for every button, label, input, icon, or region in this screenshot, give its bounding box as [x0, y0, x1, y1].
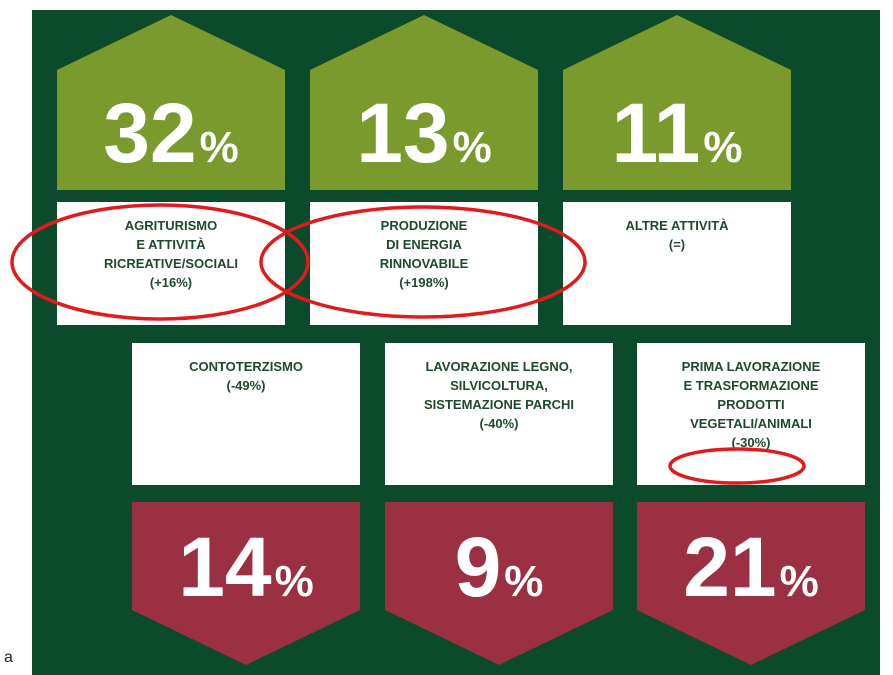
label-box: [310, 202, 538, 325]
label-line: SILVICOLTURA,: [450, 378, 548, 393]
top-shape: [310, 15, 538, 190]
label-line: PRODOTTI: [717, 397, 784, 412]
label-line: (-30%): [731, 435, 770, 450]
big-number: 32%: [103, 86, 239, 180]
label-line: DI ENERGIA: [386, 237, 462, 252]
label-line: (=): [669, 237, 685, 252]
big-number: 21%: [683, 520, 819, 614]
label-box: [57, 202, 285, 325]
label-line: (-49%): [226, 378, 265, 393]
unit: %: [780, 557, 819, 606]
bottom-shape: [637, 502, 865, 665]
label-line: PRIMA LAVORAZIONE: [682, 359, 821, 374]
label-line: PRODUZIONE: [381, 218, 468, 233]
stray-text: a: [4, 649, 13, 666]
number: 21: [683, 520, 776, 614]
number: 13: [356, 86, 449, 180]
unit: %: [453, 123, 492, 172]
label-line: RINNOVABILE: [380, 256, 469, 271]
highlight-ellipse: [259, 205, 587, 319]
label-line: SISTEMAZIONE PARCHI: [424, 397, 574, 412]
label-line: E ATTIVITÀ: [136, 237, 206, 252]
number: 14: [178, 520, 272, 614]
bottom-shape: [132, 502, 360, 665]
unit: %: [275, 557, 314, 606]
number: 32: [103, 86, 196, 180]
label-line: (+198%): [399, 275, 449, 290]
label-line: VEGETALI/ANIMALI: [690, 416, 812, 431]
label-line: (-40%): [479, 416, 518, 431]
label-line: E TRASFORMAZIONE: [683, 378, 818, 393]
top-shape: [57, 15, 285, 190]
label-line: AGRITURISMO: [125, 218, 217, 233]
highlight-ellipse: [10, 203, 310, 321]
label-box: [132, 343, 360, 485]
label-line: ALTRE ATTIVITÀ: [625, 218, 729, 233]
label-box: [563, 202, 791, 325]
big-number: 13%: [356, 86, 492, 180]
big-number: 14%: [178, 520, 314, 614]
top-shape: [563, 15, 791, 190]
unit: %: [504, 557, 543, 606]
label-line: CONTOTERZISMO: [189, 359, 303, 374]
unit: %: [200, 123, 239, 172]
big-number: 9%: [455, 520, 544, 614]
bottom-shape: [385, 502, 613, 665]
number: 11: [612, 86, 701, 180]
label-box: [385, 343, 613, 485]
big-number: 11%: [612, 86, 743, 180]
unit: %: [703, 123, 742, 172]
label-line: RICREATIVE/SOCIALI: [104, 256, 238, 271]
number: 9: [455, 520, 502, 614]
label-line: (+16%): [150, 275, 192, 290]
highlight-ellipse: [668, 447, 806, 485]
label-line: LAVORAZIONE LEGNO,: [425, 359, 572, 374]
